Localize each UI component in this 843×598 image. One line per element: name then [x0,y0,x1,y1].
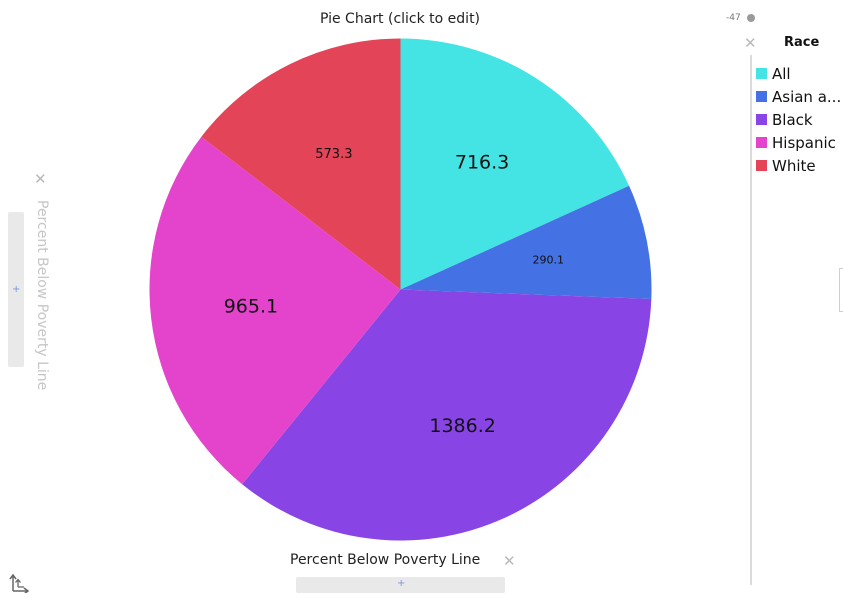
legend-label: Hispanic [772,133,836,152]
legend-item[interactable]: Asian a... [756,85,843,108]
zoom-readout: -47 [726,13,741,23]
legend-swatch [756,91,767,102]
legend-swatch [756,68,767,79]
legend-swatch [756,160,767,171]
pie-slices [149,38,652,541]
x-axis-label[interactable]: Percent Below Poverty Line [290,552,481,568]
chart-title[interactable]: Pie Chart (click to edit) [319,11,481,27]
pie-value-label: 1386.2 [429,415,495,437]
pie-value-label: 716.3 [455,151,509,173]
pie-value-label: 573.3 [315,147,352,162]
pie-value-label: 965.1 [224,296,278,318]
legend-item[interactable]: Black [756,108,843,131]
y-axis-remove-icon[interactable]: ✕ [34,170,47,188]
y-axis-label[interactable]: Percent Below Poverty Line [34,200,50,391]
pie-value-label: 290.1 [533,253,565,266]
legend-label: All [772,64,791,83]
pie-slice-1[interactable] [400,38,630,290]
legend-label: Asian a... [772,87,842,106]
pie-chart: 716.3 290.1 1386.2 965.1 573.3 [149,38,652,541]
legend-remove-icon[interactable]: ✕ [744,34,757,52]
x-axis-add-icon[interactable]: + [397,578,406,589]
legend-label: White [772,156,816,175]
legend-label: Black [772,110,813,129]
pie-value-labels: 716.3 290.1 1386.2 965.1 573.3 [224,147,564,437]
legend-item[interactable]: White [756,154,843,177]
legend-swatch [756,114,767,125]
legend-item[interactable]: All [756,62,843,85]
legend-divider[interactable] [750,55,752,585]
pie-slice-2[interactable] [400,185,652,299]
y-axis-drop-zone[interactable]: + [8,212,24,367]
legend-swatch [756,137,767,148]
legend-item[interactable]: Hispanic [756,131,843,154]
zoom-handle-icon[interactable] [747,14,755,22]
x-axis-drop-zone[interactable]: + [296,577,505,593]
x-axis-remove-icon[interactable]: ✕ [503,552,516,570]
pie-slice-5[interactable] [201,38,401,290]
panel-resize-handle[interactable] [839,268,843,312]
y-axis-add-icon[interactable]: + [12,284,21,295]
pie-slice-3[interactable] [242,289,652,541]
legend: All Asian a... Black Hispanic White [756,62,843,177]
pie-slice-4[interactable] [149,136,401,485]
legend-title[interactable]: Race [784,35,820,50]
swap-axes-icon[interactable] [9,571,31,593]
